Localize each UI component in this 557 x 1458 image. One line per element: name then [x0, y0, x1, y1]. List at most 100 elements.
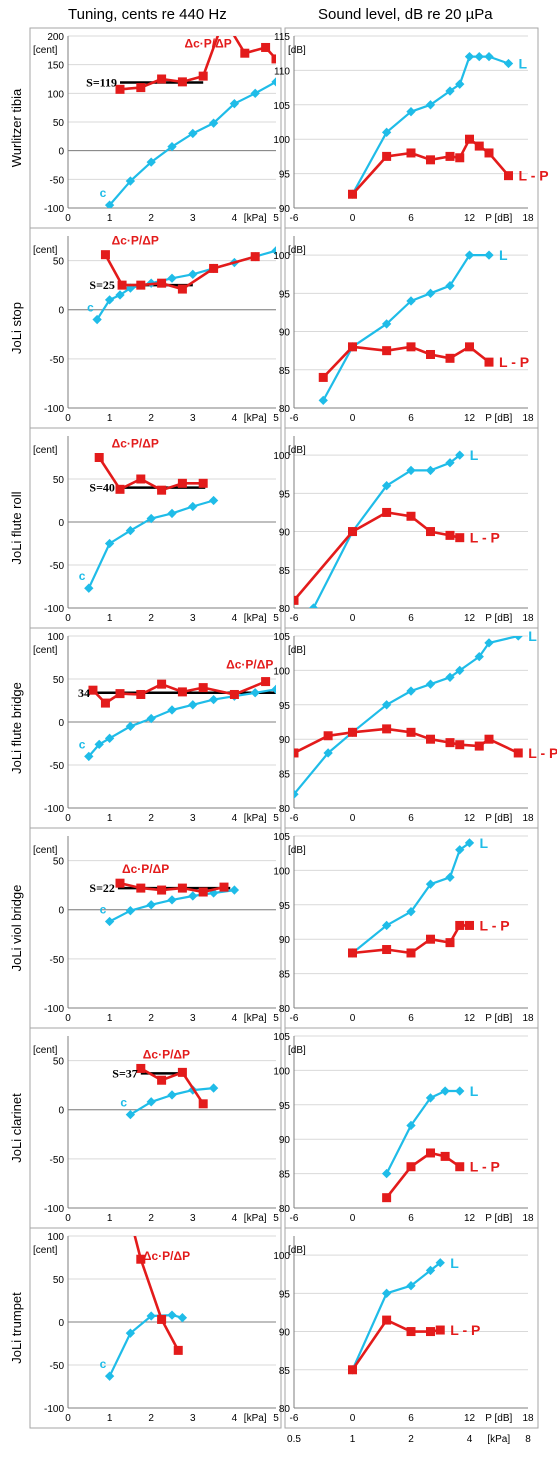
data-point — [455, 533, 465, 543]
data-point — [294, 595, 299, 605]
slope-label: S=119 — [86, 75, 117, 89]
x-unit-label: [kPa] — [244, 1413, 267, 1424]
data-point — [426, 349, 435, 359]
series-label-c: c — [100, 1357, 107, 1371]
y-tick-label: 0 — [58, 1106, 64, 1117]
data-point — [382, 507, 392, 517]
data-point — [198, 887, 208, 897]
x-tick-label: 2 — [148, 1213, 154, 1224]
data-point — [425, 288, 436, 299]
x-tick-label: -6 — [290, 213, 299, 224]
data-point — [136, 474, 146, 484]
data-point — [426, 1327, 435, 1337]
data-point — [94, 739, 104, 750]
series-label-red: Δc·P/ΔP — [112, 437, 159, 451]
data-point — [323, 731, 333, 741]
data-point — [198, 1099, 208, 1109]
series-line-red — [140, 1067, 205, 1105]
data-point — [381, 319, 392, 329]
x-tick-label: 0 — [350, 1413, 356, 1424]
data-point — [425, 465, 436, 476]
x-tick-label: 5 — [273, 413, 279, 424]
slope-label: S=25 — [89, 278, 115, 292]
data-point — [455, 920, 465, 930]
data-point — [271, 77, 276, 87]
data-point — [84, 583, 94, 593]
kpa-tick-label: 2 — [408, 1434, 414, 1445]
x-tick-label: 1 — [107, 813, 113, 824]
series-label-L: L — [470, 1083, 479, 1099]
data-point — [136, 883, 146, 893]
y-tick-label: -100 — [44, 604, 64, 615]
data-point — [474, 741, 484, 751]
y-tick-label: 95 — [279, 489, 291, 500]
series-label-red: Δc·P/ΔP — [143, 1249, 190, 1263]
data-point — [167, 141, 177, 152]
x-tick-label: 2 — [148, 213, 154, 224]
data-point — [167, 1090, 177, 1100]
data-point — [188, 269, 198, 279]
data-point — [382, 1315, 392, 1325]
data-point — [115, 484, 125, 494]
x-tick-label: 0 — [65, 1413, 71, 1424]
data-point — [435, 1325, 445, 1335]
x-tick-label: 5 — [273, 613, 279, 624]
series-line-red — [351, 137, 510, 196]
data-point — [348, 948, 357, 958]
series-label-red: Δc·P/ΔP — [112, 234, 159, 248]
data-point — [115, 689, 125, 699]
x-tick-label: 3 — [190, 1213, 196, 1224]
x-tick-label: 18 — [522, 1213, 534, 1224]
data-point — [177, 1067, 187, 1077]
x-tick-label: 5 — [273, 1013, 279, 1024]
data-point — [484, 734, 494, 744]
data-point — [455, 740, 465, 750]
data-point — [406, 1162, 416, 1172]
data-point — [318, 395, 328, 406]
data-point — [157, 485, 167, 495]
data-point — [136, 280, 146, 290]
x-tick-label: 3 — [190, 413, 196, 424]
data-point — [318, 372, 328, 382]
y-tick-label: -100 — [44, 1404, 64, 1415]
data-point — [382, 1193, 392, 1203]
data-point — [136, 689, 146, 699]
x-tick-label: 0 — [350, 413, 356, 424]
x-tick-label: 1 — [107, 1413, 113, 1424]
series-label-L: L — [470, 447, 479, 463]
x-tick-label: 0 — [65, 413, 71, 424]
x-tick-label: 0 — [350, 1213, 356, 1224]
data-point — [88, 685, 98, 695]
y-tick-label: 50 — [53, 675, 65, 686]
x-unit-label: P [dB] — [485, 413, 512, 424]
y-unit-label: [cent] — [33, 245, 58, 256]
x-tick-label: 6 — [408, 1213, 414, 1224]
x-tick-label: 0 — [350, 1013, 356, 1024]
data-point — [348, 727, 357, 737]
x-tick-label: 0 — [65, 813, 71, 824]
x-tick-label: 6 — [408, 413, 414, 424]
data-point — [484, 148, 494, 158]
series-label-c: c — [79, 737, 86, 751]
panel-frame — [29, 1227, 282, 1429]
y-tick-label: 80 — [279, 1004, 291, 1015]
plot-area — [347, 838, 475, 958]
data-point — [198, 71, 208, 81]
data-point — [177, 77, 187, 87]
data-point — [504, 171, 513, 181]
data-point — [208, 495, 219, 506]
series-label-L: L — [528, 628, 537, 644]
y-tick-label: 85 — [279, 1366, 291, 1377]
plot-area — [104, 1236, 188, 1381]
y-unit-label: [dB] — [288, 645, 306, 656]
slope-label: S=40 — [89, 481, 115, 495]
y-tick-label: 0 — [58, 718, 64, 729]
y-unit-label: [dB] — [288, 45, 306, 56]
data-point — [474, 141, 484, 151]
data-point — [455, 79, 465, 89]
data-point — [167, 1310, 177, 1320]
x-unit-label: P [dB] — [485, 613, 512, 624]
data-point — [440, 1086, 450, 1096]
data-point — [136, 1254, 146, 1264]
data-point — [455, 153, 465, 163]
